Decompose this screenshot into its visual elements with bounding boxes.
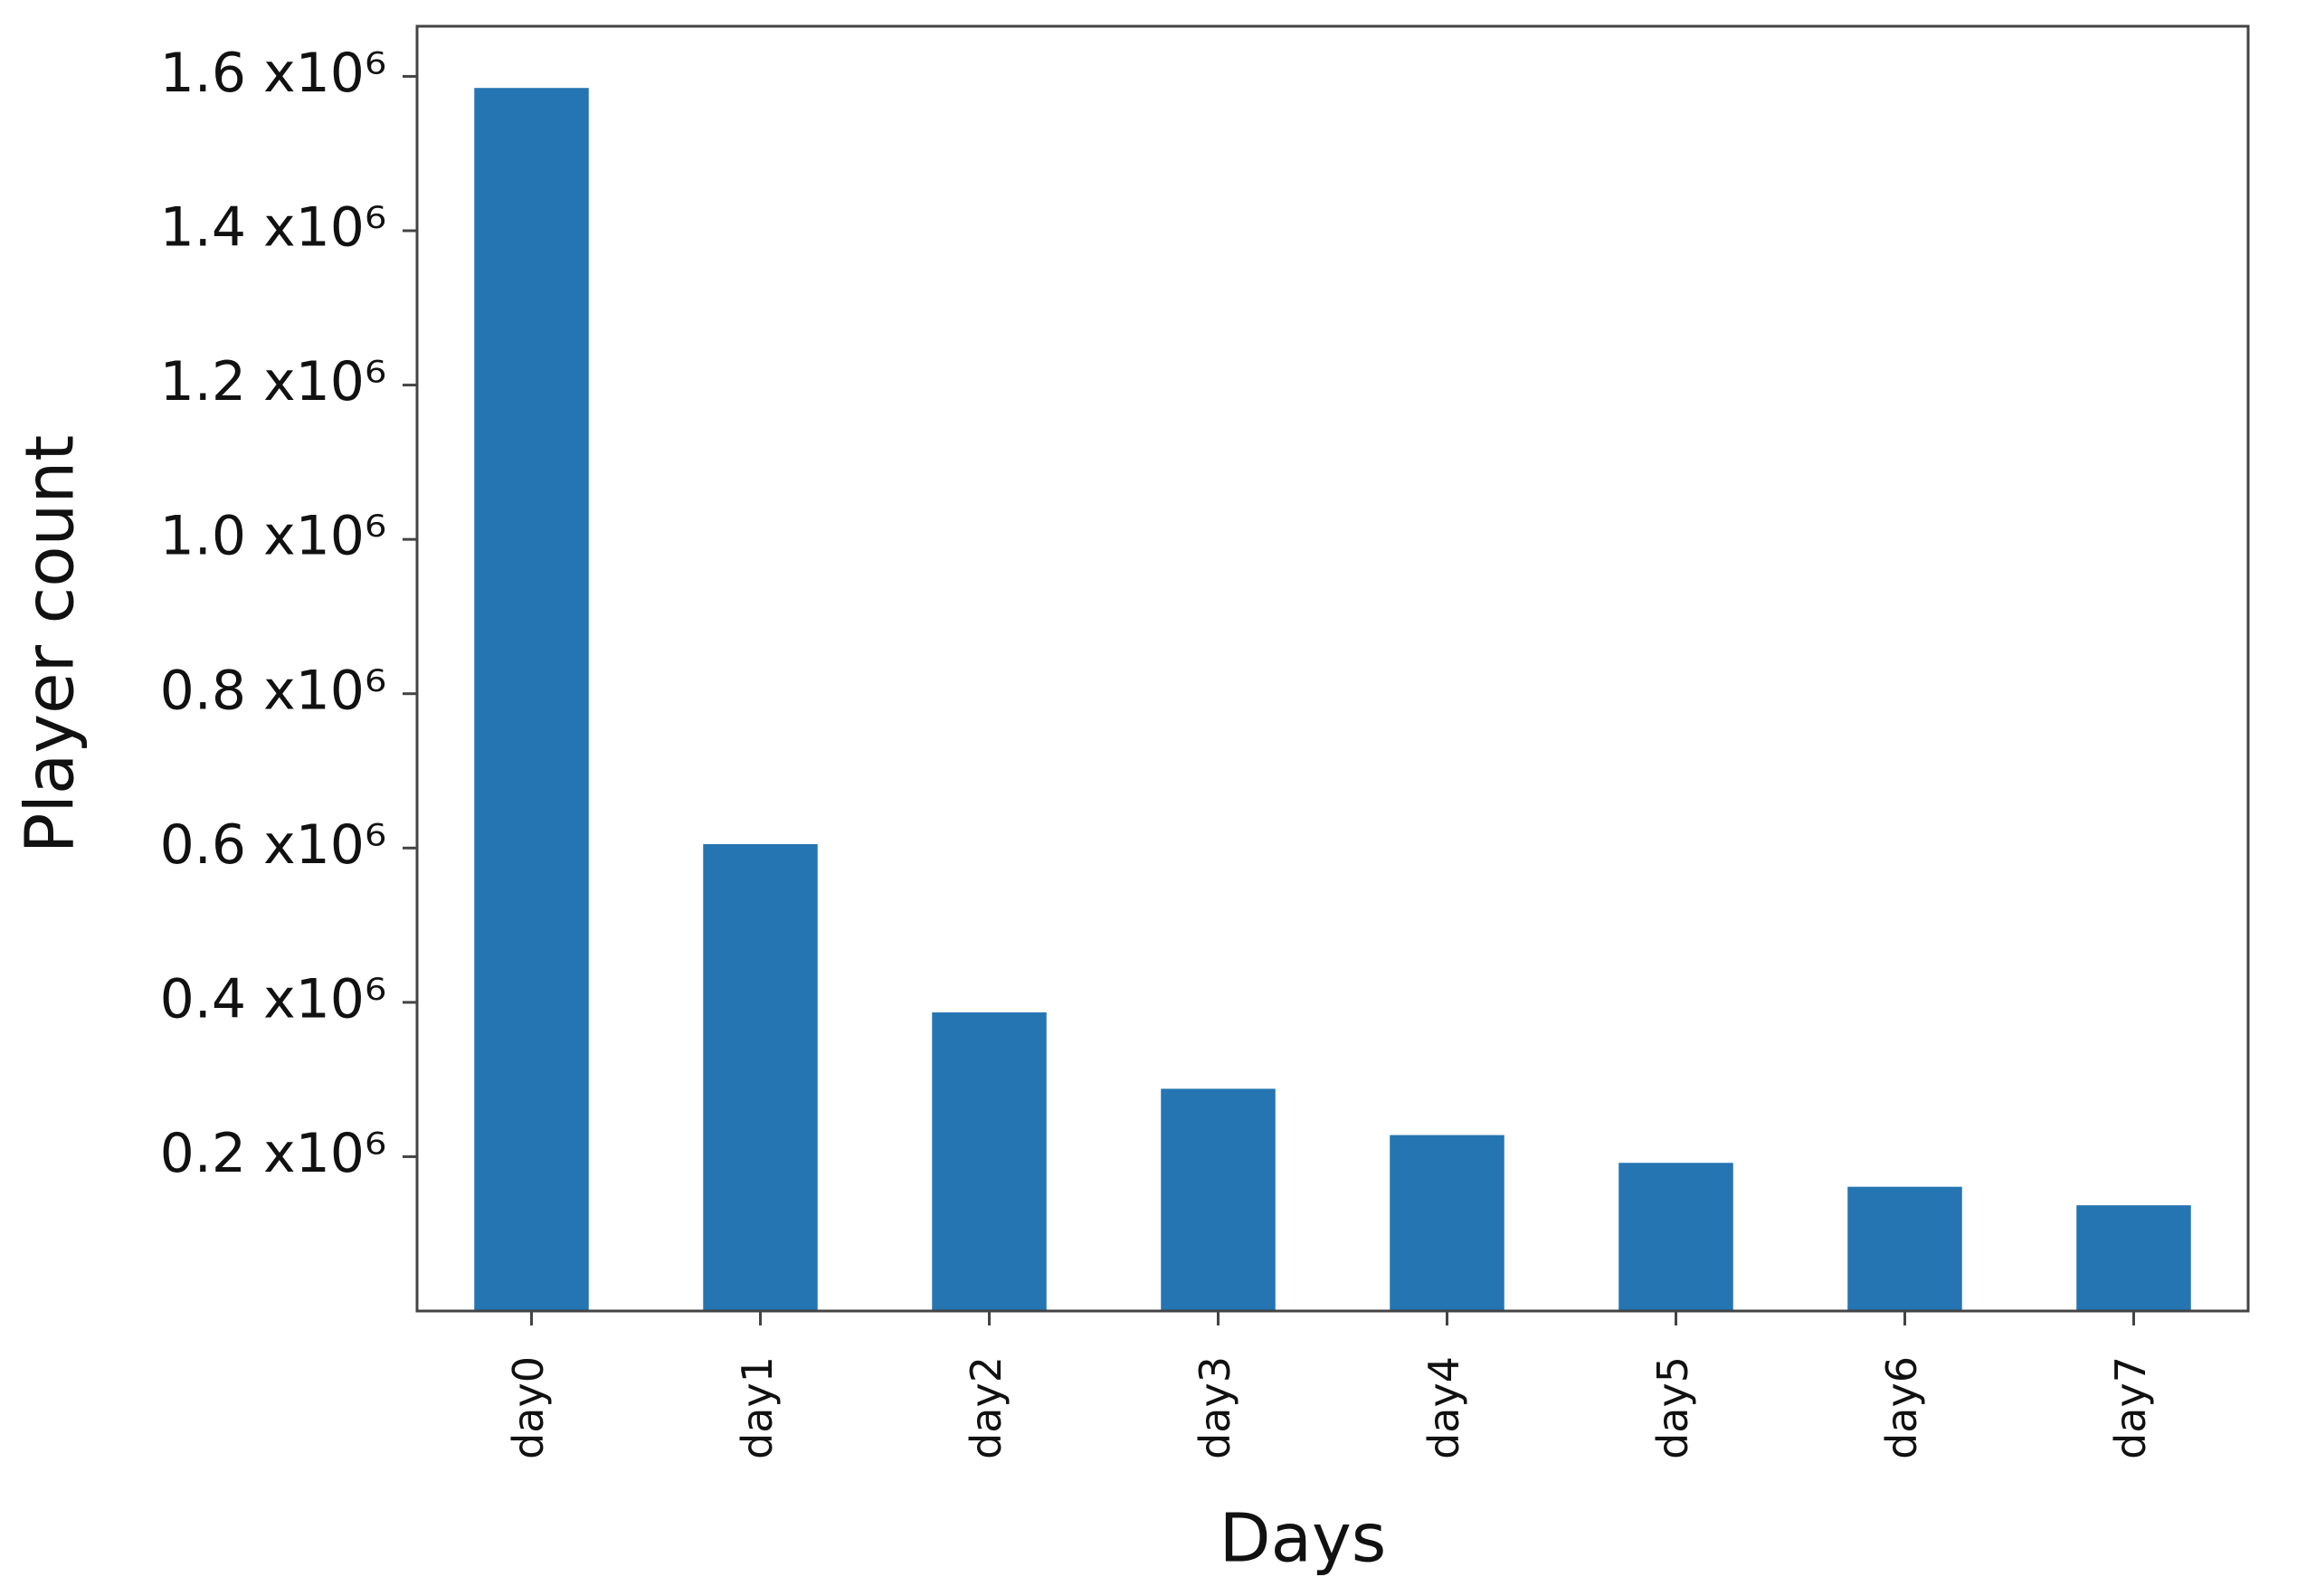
- x-tick-label: day6: [1877, 1356, 1926, 1459]
- y-tick-label: 1.4 x10⁶: [160, 196, 386, 260]
- y-tick-label: 0.4 x10⁶: [160, 967, 386, 1031]
- x-axis-title: Days: [1220, 1500, 1387, 1578]
- y-tick-label: 1.0 x10⁶: [160, 505, 386, 568]
- y-tick-label: 1.2 x10⁶: [160, 350, 386, 413]
- x-tick-label: day0: [504, 1356, 553, 1459]
- y-tick-label: 0.2 x10⁶: [160, 1122, 386, 1185]
- x-tick-label: day2: [962, 1356, 1011, 1459]
- x-tick-label: day1: [733, 1356, 782, 1459]
- y-tick-label: 1.6 x10⁶: [160, 42, 386, 105]
- x-tick-label: day3: [1191, 1356, 1239, 1459]
- y-axis-title: Player count: [12, 435, 90, 854]
- x-tick-label: day7: [2106, 1356, 2155, 1459]
- bar: [1161, 1088, 1276, 1311]
- bar: [1618, 1163, 1733, 1311]
- bar: [2076, 1205, 2191, 1311]
- bar: [1390, 1135, 1504, 1311]
- bar: [1847, 1186, 1962, 1311]
- y-tick-label: 0.8 x10⁶: [160, 659, 386, 722]
- y-tick-label: 0.6 x10⁶: [160, 813, 386, 877]
- bar: [474, 88, 589, 1311]
- x-tick-label: day4: [1419, 1356, 1468, 1459]
- bar: [703, 844, 818, 1311]
- x-tick-label: day5: [1648, 1356, 1697, 1459]
- bar: [932, 1012, 1047, 1311]
- plot-frame: [415, 24, 2250, 1313]
